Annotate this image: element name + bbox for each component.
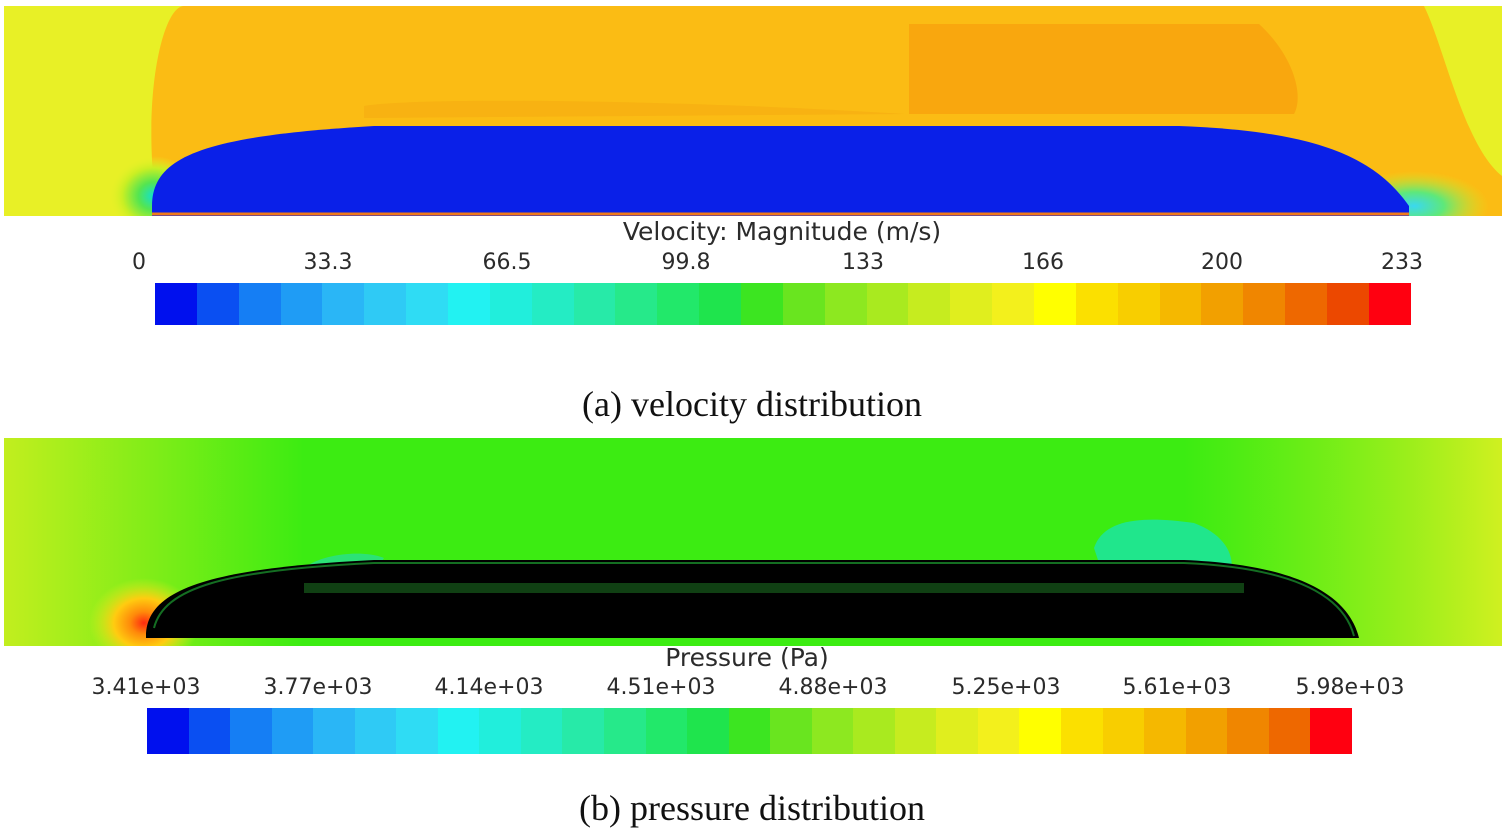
colorbar-swatch	[322, 283, 365, 325]
colorbar-swatch	[1268, 708, 1311, 754]
colorbar-swatch	[908, 283, 951, 325]
colorbar-swatch	[1327, 283, 1369, 325]
colorbar-swatch	[396, 708, 438, 754]
colorbar-swatch	[196, 283, 239, 325]
colorbar-swatch	[364, 283, 407, 325]
hull-body-silhouette	[152, 126, 1409, 216]
velocity-scale-title: Velocity: Magnitude (m/s)	[622, 217, 942, 246]
colorbar-swatch	[280, 283, 323, 325]
colorbar-swatch	[406, 283, 449, 325]
colorbar-swatch	[188, 708, 231, 754]
colorbar-swatch	[894, 708, 937, 754]
colorbar-swatch	[853, 708, 895, 754]
pressure-scale-title: Pressure (Pa)	[665, 643, 829, 672]
colorbar-swatch	[992, 283, 1035, 325]
velocity-tick-label: 233	[1381, 250, 1423, 275]
colorbar-swatch	[271, 708, 314, 754]
colorbar-swatch	[479, 708, 521, 754]
colorbar-swatch	[782, 283, 825, 325]
colorbar-swatch	[657, 283, 700, 325]
colorbar-swatch	[1061, 708, 1103, 754]
colorbar-swatch	[1243, 283, 1286, 325]
pressure-tick-label: 4.14e+03	[434, 675, 544, 700]
colorbar-swatch	[1117, 283, 1160, 325]
colorbar-swatch	[147, 708, 189, 754]
velocity-contour-field	[4, 6, 1502, 216]
pressure-caption: (b) pressure distribution	[579, 788, 925, 828]
colorbar-swatch	[573, 283, 616, 325]
colorbar-swatch	[313, 708, 355, 754]
pressure-tick-label: 5.98e+03	[1295, 675, 1405, 700]
velocity-tick-label: 133	[842, 250, 884, 275]
colorbar-swatch	[1310, 708, 1352, 754]
colorbar-swatch	[238, 283, 281, 325]
colorbar-swatch	[1102, 708, 1145, 754]
pressure-contour-field	[4, 438, 1502, 646]
colorbar-swatch	[687, 708, 729, 754]
pressure-panel: Pressure (Pa) 3.41e+03 3.77e+03 4.14e+03…	[0, 432, 1505, 833]
colorbar-swatch	[531, 283, 574, 325]
hull-body-outline	[153, 562, 1355, 637]
colorbar-swatch	[741, 283, 783, 325]
colorbar-swatch	[699, 283, 742, 325]
pressure-tick-label: 3.77e+03	[263, 675, 373, 700]
colorbar-swatch	[1185, 708, 1228, 754]
colorbar-swatch	[1201, 283, 1244, 325]
velocity-tick-label: 33.3	[303, 250, 353, 275]
colorbar-swatch	[866, 283, 909, 325]
hull-body-silhouette	[146, 560, 1359, 638]
colorbar-swatch	[1159, 283, 1202, 325]
velocity-tick-label: 200	[1201, 250, 1243, 275]
colorbar-swatch	[811, 708, 854, 754]
pressure-tick-label: 3.41e+03	[91, 675, 201, 700]
velocity-tick-label: 66.5	[482, 250, 532, 275]
pressure-tick-label: 4.88e+03	[778, 675, 888, 700]
colorbar-swatch	[824, 283, 867, 325]
velocity-panel: Velocity: Magnitude (m/s) 0 33.3 66.5 99…	[4, 6, 1502, 424]
colorbar-swatch	[489, 283, 532, 325]
colorbar-swatch	[1075, 283, 1118, 325]
colorbar-swatch	[728, 708, 771, 754]
velocity-caption: (a) velocity distribution	[582, 384, 922, 424]
velocity-colorbar	[155, 283, 1411, 325]
velocity-tick-label: 166	[1022, 250, 1064, 275]
colorbar-swatch	[354, 708, 397, 754]
colorbar-swatch	[1034, 283, 1076, 325]
velocity-upper-core-front	[364, 100, 904, 118]
pressure-tick-label: 5.25e+03	[951, 675, 1061, 700]
colorbar-swatch	[1227, 708, 1269, 754]
colorbar-swatch	[1144, 708, 1186, 754]
colorbar-swatch	[615, 283, 658, 325]
colorbar-swatch	[936, 708, 978, 754]
colorbar-swatch	[1368, 283, 1411, 325]
colorbar-swatch	[448, 283, 490, 325]
pressure-tick-label: 4.51e+03	[606, 675, 716, 700]
colorbar-swatch	[155, 283, 197, 325]
colorbar-swatch	[1285, 283, 1328, 325]
velocity-upper-core-region	[909, 24, 1298, 114]
colorbar-swatch	[230, 708, 272, 754]
velocity-tick-label: 99.8	[661, 250, 711, 275]
colorbar-swatch	[604, 708, 646, 754]
colorbar-swatch	[562, 708, 605, 754]
colorbar-swatch	[770, 708, 812, 754]
colorbar-swatch	[437, 708, 480, 754]
colorbar-swatch	[977, 708, 1020, 754]
pressure-colorbar	[147, 708, 1352, 754]
colorbar-swatch	[645, 708, 688, 754]
colorbar-swatch	[950, 283, 993, 325]
colorbar-swatch	[1019, 708, 1062, 754]
pressure-tick-label: 5.61e+03	[1122, 675, 1232, 700]
colorbar-swatch	[520, 708, 563, 754]
velocity-tick-label: 0	[132, 250, 146, 275]
